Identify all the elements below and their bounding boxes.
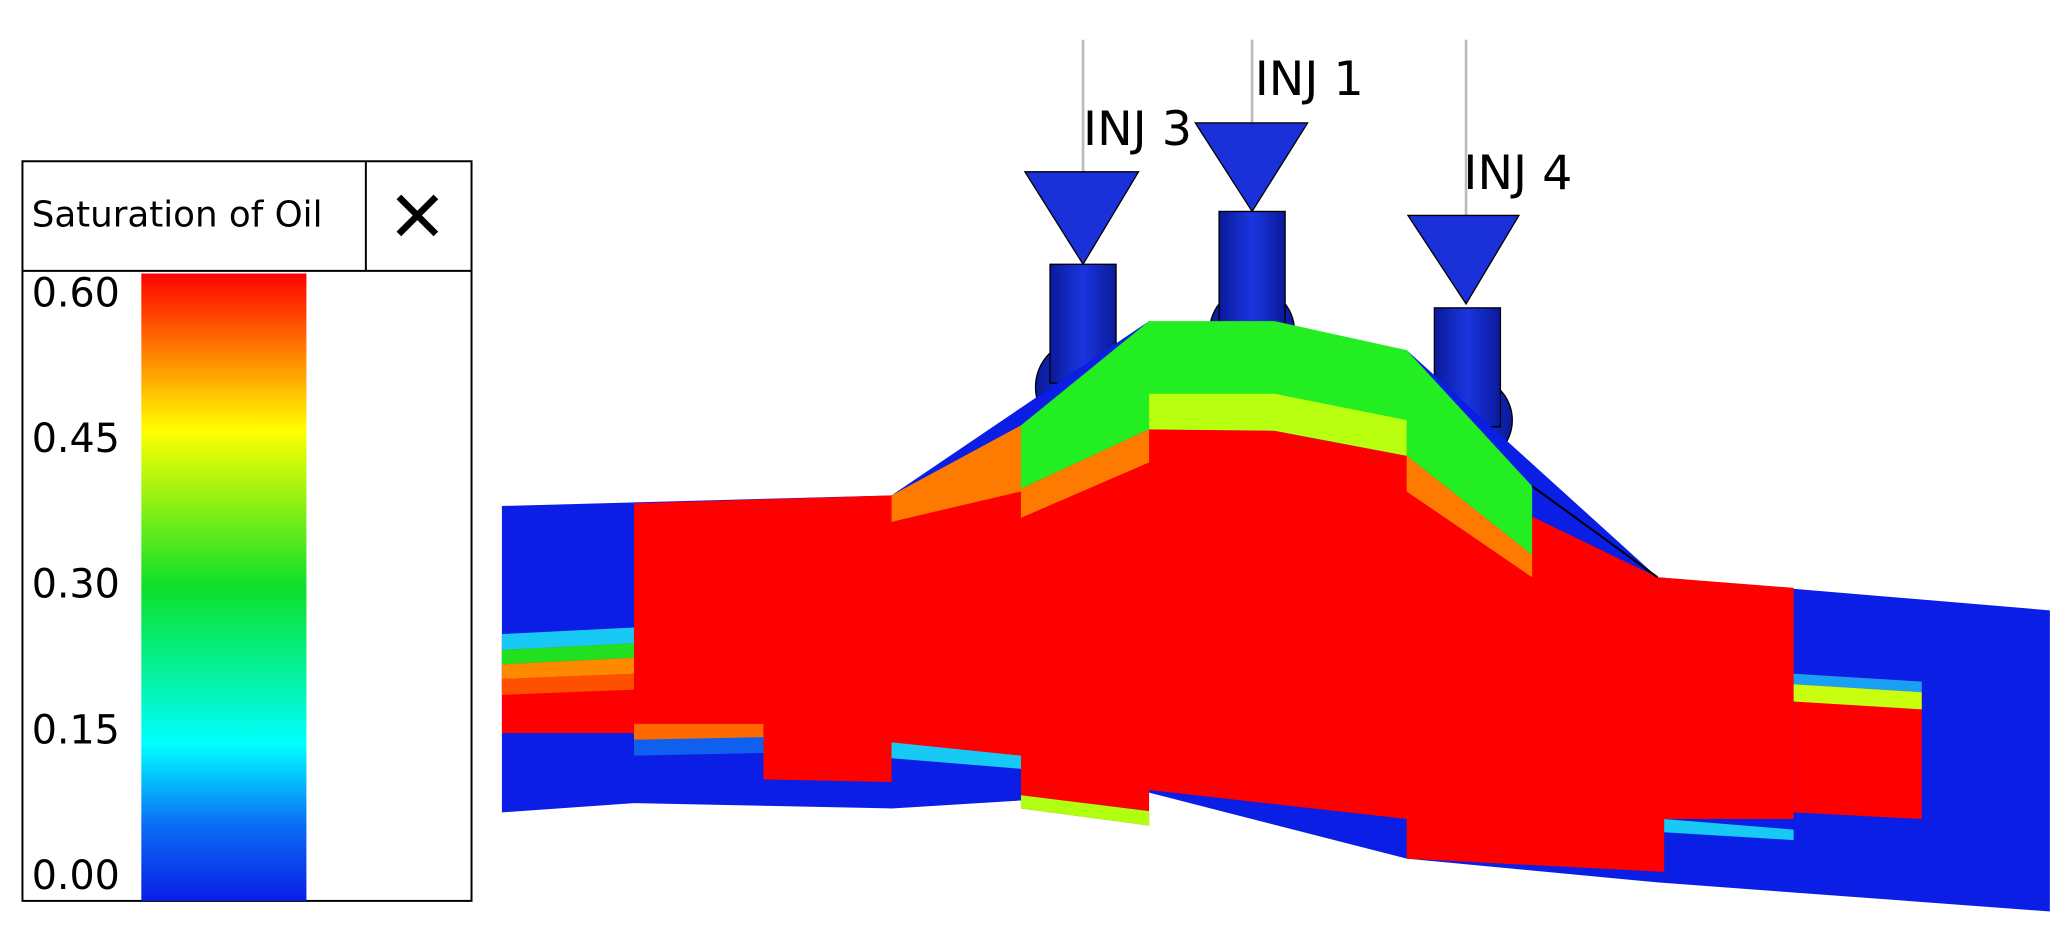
cell — [501, 643, 634, 665]
tick-label: 0.15 — [32, 707, 120, 753]
close-button[interactable] — [396, 194, 439, 237]
cell — [891, 742, 1021, 769]
cell — [891, 425, 1021, 522]
cell — [1020, 429, 1150, 518]
cell — [501, 657, 634, 680]
tick-label: 0.30 — [32, 562, 120, 608]
well-cone — [1194, 122, 1309, 213]
legend-title: Saturation of Oil — [32, 195, 323, 236]
cell — [633, 737, 764, 756]
tick-label: 0.45 — [32, 416, 120, 462]
edge — [1531, 485, 1659, 579]
cell — [1793, 673, 1922, 693]
tick-label: 0.00 — [32, 853, 120, 899]
cell — [1793, 673, 1922, 820]
cell — [1793, 684, 1922, 710]
cell — [1149, 393, 1407, 456]
cell — [1020, 795, 1150, 826]
cell — [1664, 819, 1794, 841]
well-label: INJ 4 — [1463, 146, 1572, 201]
cell — [633, 723, 764, 740]
cell — [1406, 455, 1533, 578]
well-label: INJ 3 — [1083, 102, 1192, 157]
well-cone — [1406, 214, 1521, 306]
cell — [1020, 321, 1533, 555]
color-bar — [141, 273, 307, 901]
cell — [501, 673, 634, 695]
legend: Saturation of Oil — [21, 160, 473, 902]
cell — [501, 627, 634, 650]
reservoir — [501, 321, 2050, 912]
tick-label: 0.60 — [32, 270, 120, 316]
well-cone — [1023, 171, 1140, 266]
well-cylinder — [1218, 210, 1286, 331]
well-label: INJ 1 — [1255, 52, 1364, 107]
